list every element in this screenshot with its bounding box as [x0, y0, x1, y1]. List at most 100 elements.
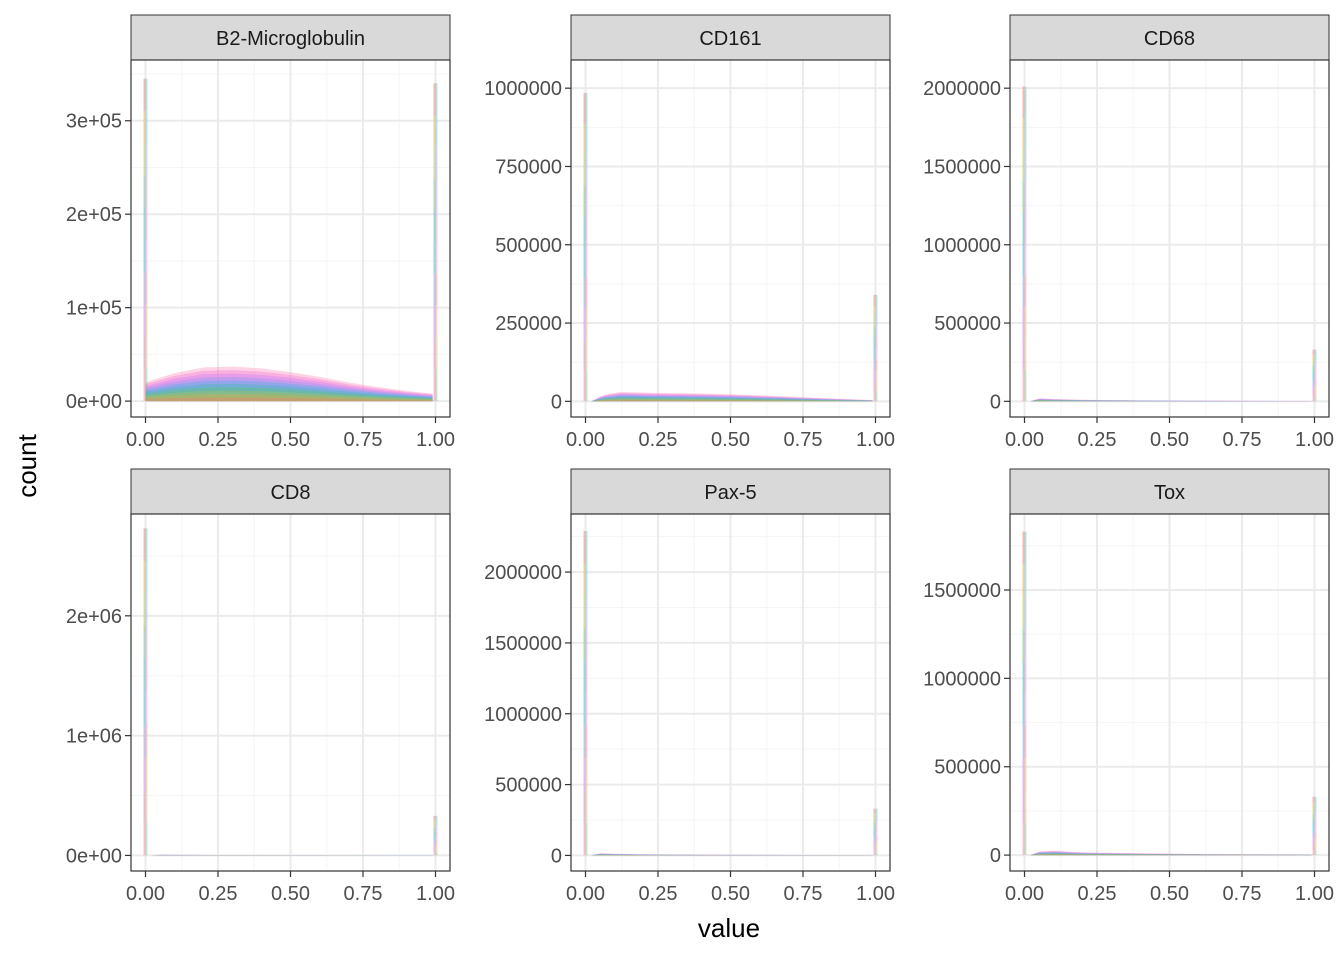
histogram-band	[145, 370, 433, 402]
histogram-band	[591, 395, 873, 402]
histogram-band	[591, 854, 873, 856]
x-tick-label: 0.25	[1078, 429, 1117, 451]
x-tick-label: 0.00	[126, 429, 165, 451]
y-tick-label: 0e+00	[66, 391, 122, 413]
facet-panel: CD68 0.00 0.25 0.50 0.75 1.00 0 500000 1000000 15…	[923, 14, 1334, 451]
histogram-band	[151, 854, 433, 856]
y-tick-label: 750000	[495, 156, 562, 178]
x-tick-label: 0.25	[199, 883, 238, 905]
facet-strip	[130, 468, 451, 515]
histogram-band	[1030, 852, 1312, 856]
histogram-band	[591, 393, 873, 402]
y-tick-label: 1000000	[923, 668, 1001, 690]
y-tick-label: 500000	[495, 235, 562, 257]
histogram-band	[1030, 850, 1312, 856]
y-tick-label: 1500000	[484, 633, 562, 655]
histogram-band	[145, 387, 433, 402]
histogram-band	[145, 394, 433, 402]
y-tick-label: 2e+06	[66, 606, 122, 628]
histogram-band	[591, 399, 873, 402]
x-tick-label: 0.75	[1223, 429, 1262, 451]
x-tick-label: 0.00	[566, 883, 605, 905]
y-tick-label: 1e+05	[66, 298, 122, 320]
y-tick-label: 0e+00	[66, 845, 122, 867]
histogram-band	[151, 854, 433, 856]
histogram-band	[1030, 851, 1312, 856]
facet-strip	[570, 14, 891, 61]
x-tick-label: 0.50	[271, 883, 310, 905]
x-tick-label: 0.75	[344, 429, 383, 451]
histogram-band	[1030, 399, 1312, 402]
facet-strip-label: CD8	[270, 482, 310, 504]
facet-strip	[570, 468, 891, 515]
x-tick-label: 1.00	[1295, 429, 1334, 451]
histogram-band	[145, 376, 433, 402]
y-tick-label: 0	[551, 391, 562, 413]
histogram-band	[591, 396, 873, 402]
histogram-band	[1030, 400, 1312, 402]
facet-panel: B2-Microglobulin 0.00 0.25 0.50 0.75 1.00 0e+0…	[66, 14, 455, 451]
histogram-band	[145, 380, 433, 402]
histogram-band	[591, 397, 873, 402]
facet-panel: Tox 0.00 0.25 0.50 0.75 1.00 0 500000 1000000 150…	[923, 468, 1334, 905]
y-tick-label: 0	[551, 845, 562, 867]
y-tick-label: 500000	[934, 313, 1001, 335]
y-tick-label: 500000	[495, 775, 562, 797]
histogram-band	[145, 390, 433, 402]
histogram-band	[1030, 852, 1312, 856]
x-tick-label: 1.00	[1295, 883, 1334, 905]
x-tick-label: 0.50	[1150, 883, 1189, 905]
histogram-band	[145, 366, 433, 402]
x-tick-label: 0.50	[1150, 429, 1189, 451]
y-tick-label: 1e+06	[66, 726, 122, 748]
histogram-band	[591, 392, 873, 402]
y-tick-label: 0	[990, 391, 1001, 413]
histogram-band	[1030, 852, 1312, 856]
facet-panels: B2-Microglobulin 0.00 0.25 0.50 0.75 1.00 0e+0…	[66, 14, 1334, 905]
x-tick-label: 0.25	[199, 429, 238, 451]
y-tick-label: 1000000	[484, 704, 562, 726]
x-tick-label: 0.00	[126, 883, 165, 905]
histogram-band	[1030, 853, 1312, 856]
histogram-band	[591, 853, 873, 856]
x-tick-label: 0.00	[1005, 429, 1044, 451]
x-tick-label: 0.00	[566, 429, 605, 451]
x-tick-label: 1.00	[416, 429, 455, 451]
histogram-band	[1030, 854, 1312, 856]
x-tick-label: 0.25	[639, 883, 678, 905]
histogram-band	[591, 853, 873, 856]
x-tick-label: 1.00	[856, 883, 895, 905]
histogram-band	[145, 383, 433, 402]
y-tick-label: 1000000	[923, 235, 1001, 257]
y-tick-label: 500000	[934, 757, 1001, 779]
histogram-band	[591, 854, 873, 856]
facet-strip	[1009, 468, 1330, 515]
facet-strip-label: CD68	[1144, 28, 1195, 50]
facet-strip-label: Tox	[1154, 482, 1185, 504]
histogram-band	[1030, 851, 1312, 856]
histogram-band	[1030, 400, 1312, 402]
y-tick-label: 2000000	[484, 562, 562, 584]
x-tick-label: 0.50	[711, 429, 750, 451]
x-tick-label: 0.50	[711, 883, 750, 905]
histogram-band	[591, 854, 873, 856]
y-tick-label: 1500000	[923, 156, 1001, 178]
histogram-band	[591, 398, 873, 402]
histogram-band	[151, 854, 433, 856]
x-tick-label: 1.00	[856, 429, 895, 451]
x-tick-label: 1.00	[416, 883, 455, 905]
x-tick-label: 0.75	[784, 429, 823, 451]
x-tick-label: 0.25	[639, 429, 678, 451]
facet-strip-label: B2-Microglobulin	[216, 28, 365, 50]
histogram-band	[145, 373, 433, 402]
x-tick-label: 0.50	[271, 429, 310, 451]
y-axis-title: count	[12, 433, 42, 497]
y-tick-label: 2e+05	[66, 204, 122, 226]
facet-panel: Pax-5 0.00 0.25 0.50 0.75 1.00 0 500000 1000000 1…	[484, 468, 895, 905]
facet-panel: CD8 0.00 0.25 0.50 0.75 1.00 0e+00 1e+06 2e+06	[66, 468, 455, 905]
y-tick-label: 2000000	[923, 78, 1001, 100]
histogram-band	[591, 854, 873, 856]
histogram-band	[591, 853, 873, 856]
histogram-band	[591, 400, 873, 402]
histogram-band	[145, 397, 433, 402]
